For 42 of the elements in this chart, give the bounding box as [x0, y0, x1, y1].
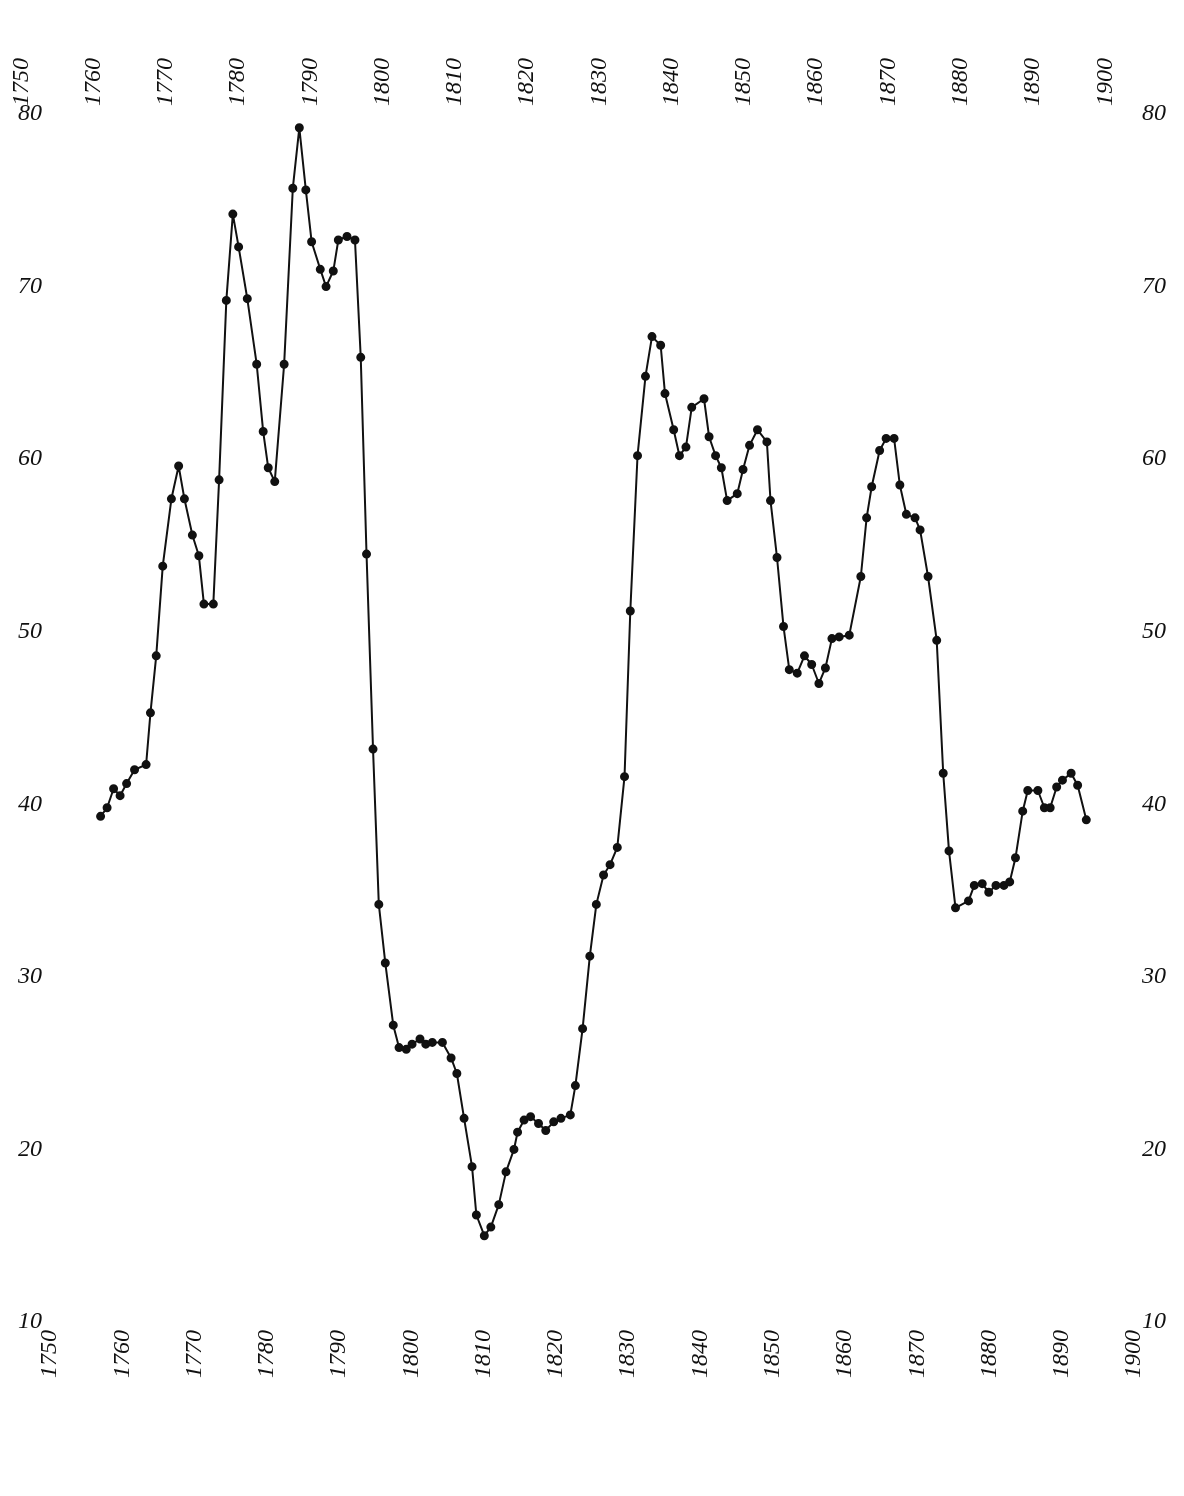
- x-tick-label: 1850: [757, 1330, 784, 1378]
- x2-tick-label: 1820: [512, 58, 539, 106]
- y2-tick-label: 20: [1142, 1134, 1166, 1161]
- y-tick-label: 20: [18, 1134, 42, 1161]
- x-tick-label: 1770: [179, 1330, 206, 1378]
- x-tick-label: 1820: [541, 1330, 568, 1378]
- x-tick-label: 1830: [613, 1330, 640, 1378]
- x-tick-label: 1760: [107, 1330, 134, 1378]
- y-tick-label: 40: [18, 789, 42, 816]
- x-tick-label: 1860: [830, 1330, 857, 1378]
- x-tick-label: 1810: [468, 1330, 495, 1378]
- y2-tick-label: 60: [1142, 444, 1166, 471]
- y2-tick-label: 80: [1142, 99, 1166, 126]
- x2-tick-label: 1830: [584, 58, 611, 106]
- x-tick-label: 1880: [974, 1330, 1001, 1378]
- y-tick-label: 50: [18, 617, 42, 644]
- x2-tick-label: 1850: [729, 58, 756, 106]
- x-tick-label: 1780: [252, 1330, 279, 1378]
- x2-tick-label: 1860: [801, 58, 828, 106]
- y2-tick-label: 50: [1142, 617, 1166, 644]
- y-tick-label: 60: [18, 444, 42, 471]
- x-tick-label: 1840: [685, 1330, 712, 1378]
- y-tick-label: 70: [18, 271, 42, 298]
- x2-tick-label: 1770: [151, 58, 178, 106]
- y2-tick-label: 70: [1142, 271, 1166, 298]
- y2-tick-label: 30: [1141, 962, 1166, 989]
- x2-tick-label: 1760: [78, 58, 105, 106]
- x2-tick-label: 1880: [945, 58, 972, 106]
- x-tick-label: 1800: [396, 1330, 423, 1378]
- x2-tick-label: 1890: [1018, 58, 1045, 106]
- y2-tick-label: 40: [1142, 789, 1166, 816]
- x2-tick-label: 1810: [440, 58, 467, 106]
- x2-tick-label: 1800: [367, 58, 394, 106]
- x2-tick-label: 1870: [873, 58, 900, 106]
- x-tick-label: 1890: [1047, 1330, 1074, 1378]
- x2-tick-label: 1900: [1090, 58, 1117, 106]
- x2-tick-label: 1780: [223, 58, 250, 106]
- x-tick-label: 1790: [324, 1330, 351, 1378]
- x2-tick-label: 1790: [295, 58, 322, 106]
- x-tick-label: 1870: [902, 1330, 929, 1378]
- y-tick-label: 30: [17, 962, 42, 989]
- x2-tick-label: 1840: [656, 58, 683, 106]
